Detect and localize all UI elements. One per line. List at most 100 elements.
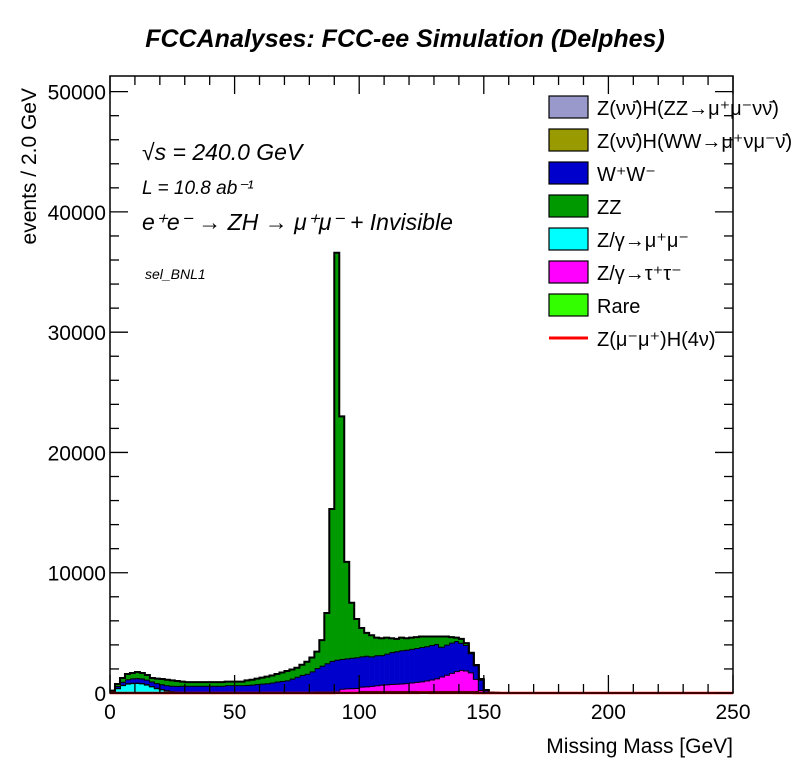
bar-3-46 [339,658,345,689]
plot-frame [109,75,734,694]
bar-1-1 [114,688,121,693]
legend-swatch [548,194,589,218]
bar-2-49 [354,687,360,693]
bar-6-1 [114,683,121,687]
legend-swatch [548,128,589,152]
y-tick-label: 20000 [48,442,106,465]
bar-6-42 [319,640,325,666]
legend-swatch [548,227,589,251]
bar-2-52 [369,685,375,691]
legend-label: Z(μ⁻μ⁺)H(4ν) [597,329,716,351]
annotation-sqrts: √s = 240.0 GeV [142,139,305,165]
bar-1-9 [154,688,161,693]
bar-1-10 [159,689,166,693]
annotation-selection: sel_BNL1 [145,266,206,282]
bar-3-67 [443,644,450,675]
bar-3-61 [414,648,420,682]
legend: Z(νν̄)H(ZZ→μ⁺μ⁻νν̄) Z(νν̄)H(WW→μ⁺νμ⁻ν̄) W⁺… [548,95,792,351]
bar-3-71 [463,644,470,671]
legend-entry: W⁺W⁻ [548,161,656,186]
bar-3-7 [144,679,151,685]
bar-2-46 [339,688,345,693]
bar-6-37 [294,667,300,677]
bar-3-30 [259,683,265,693]
y-tick-label: 0 [94,683,106,706]
bar-3-57 [394,651,400,684]
bar-6-24 [229,681,235,686]
bar-6-57 [394,638,400,652]
bar-6-60 [409,637,415,649]
annotation-process: e⁺e⁻ → ZH → μ⁺μ⁻ + Invisible [142,209,453,235]
bar-3-23 [224,685,230,693]
bar-3-49 [354,657,360,688]
legend-label: Z/γ→μ⁺μ⁻ [597,230,689,252]
bar-6-12 [169,680,176,686]
bar-6-6 [139,673,146,679]
bar-6-54 [379,638,385,656]
bar-2-51 [364,686,370,691]
bar-3-45 [334,659,340,692]
bar-3-48 [349,657,355,689]
bar-6-26 [239,681,245,686]
bar-6-40 [309,657,315,672]
bar-3-9 [154,683,161,688]
bar-3-8 [149,681,156,687]
bar-6-59 [404,638,410,650]
x-tick-label: 0 [104,701,116,724]
bar-3-4 [129,678,136,683]
bar-3-36 [289,678,295,693]
y-axis-label: events / 2.0 GeV [18,88,41,244]
bar-6-19 [204,682,210,686]
legend-entry: Z(νν̄)H(WW→μ⁺νμ⁻ν̄) [548,128,792,153]
bar-3-38 [299,674,305,693]
bar-6-35 [284,670,290,681]
bar-6-34 [279,672,285,681]
bar-1-2 [119,685,126,693]
bar-2-67 [443,674,450,691]
bar-3-10 [159,684,166,690]
bar-6-13 [174,680,181,686]
bar-3-58 [399,650,405,684]
bar-6-3 [124,673,131,680]
bar-6-53 [374,637,380,656]
bar-6-4 [129,673,136,679]
bar-2-65 [433,678,440,691]
legend-entry: Z/γ→τ⁺τ⁻ [548,260,682,285]
bar-2-63 [423,680,430,691]
bar-6-44 [329,508,335,661]
legend-swatch [548,161,589,185]
legend-label: Z/γ→τ⁺τ⁻ [597,263,682,285]
bar-6-38 [299,664,305,675]
bar-6-25 [234,681,240,686]
bar-3-75 [483,690,490,693]
bar-6-49 [354,619,360,658]
bar-3-12 [169,685,176,692]
bar-2-59 [404,683,410,691]
legend-entry: ZZ [548,194,621,219]
bar-3-40 [309,671,315,693]
bar-6-15 [184,682,191,686]
bar-3-54 [379,655,385,685]
x-tick-label: 200 [591,701,626,724]
bar-3-20 [209,685,215,693]
legend-entry: Z/γ→μ⁺μ⁻ [548,227,689,252]
bar-2-57 [394,683,400,691]
bar-1-8 [149,686,156,693]
bar-3-32 [269,682,275,693]
x-axis-label: Missing Mass [GeV] [546,735,733,758]
bar-6-65 [433,636,440,645]
bar-2-61 [414,681,420,691]
bar-6-52 [369,635,375,657]
legend-label: Z(νν̄)H(WW→μ⁺νμ⁻ν̄) [597,131,792,153]
bar-3-73 [473,665,480,679]
bar-3-53 [374,655,380,686]
bar-3-50 [359,656,365,687]
bar-2-48 [349,688,355,693]
bar-3-27 [244,684,250,693]
bar-6-36 [289,669,295,679]
bar-6-33 [274,673,280,682]
bar-6-11 [164,679,171,686]
bar-2-73 [473,678,480,691]
bar-3-37 [294,676,300,693]
bar-2-47 [344,688,350,693]
